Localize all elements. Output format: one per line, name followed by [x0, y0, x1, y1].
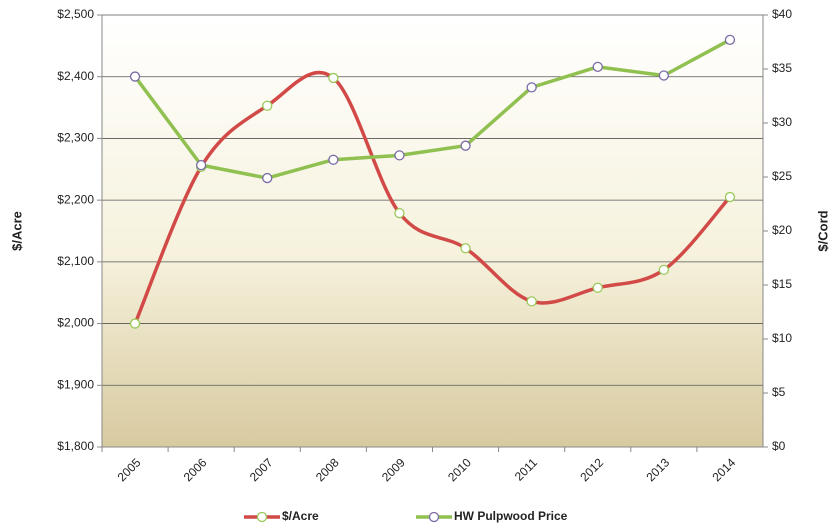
x-tick-label: 2014 — [710, 455, 739, 484]
point — [262, 100, 273, 111]
y2-tick-label: $5 — [772, 385, 786, 399]
y-tick-label: $2,500 — [57, 7, 94, 21]
point — [526, 82, 537, 93]
point — [195, 159, 207, 171]
x-tick-label: 2009 — [379, 455, 408, 484]
x-tick-label: 2011 — [512, 455, 540, 483]
point — [592, 61, 603, 72]
point — [724, 191, 736, 203]
y-tick-label: $2,000 — [57, 316, 94, 330]
x-tick-label: 2013 — [643, 455, 672, 484]
legend-marker — [428, 511, 440, 523]
y-tick-label: $2,300 — [57, 131, 94, 145]
x-tick-label: 2008 — [313, 455, 342, 484]
legend-label: HW Pulpwood Price — [454, 509, 568, 523]
y2-axis-title: $/Cord — [815, 210, 830, 251]
x-tick-label: 2006 — [181, 455, 210, 484]
y-axis-title: $/Acre — [9, 211, 24, 251]
point — [328, 72, 339, 84]
y-tick-label: $2,200 — [57, 192, 94, 206]
legend-marker — [256, 511, 268, 523]
y2-tick-label: $30 — [772, 115, 792, 129]
x-tick-label: 2007 — [247, 455, 276, 484]
x-tick-label: 2010 — [445, 455, 474, 484]
y2-tick-label: $0 — [772, 439, 786, 453]
point — [394, 150, 405, 161]
point — [724, 34, 736, 45]
point — [526, 296, 537, 307]
plot-area — [102, 15, 763, 447]
point — [658, 70, 669, 81]
point — [262, 172, 273, 184]
series-line — [133, 38, 731, 180]
y2-tick-label: $25 — [772, 169, 792, 183]
y-tick-label: $1,900 — [57, 377, 94, 391]
point — [394, 207, 405, 219]
y-tick-label: $2,100 — [57, 254, 94, 268]
y-tick-label: $1,800 — [57, 439, 94, 453]
legend-label: $/Acre — [282, 509, 319, 523]
point — [129, 318, 141, 329]
point — [460, 243, 471, 254]
y2-tick-label: $35 — [772, 61, 792, 75]
y-tick-label: $2,400 — [57, 69, 94, 83]
x-tick-label: 2005 — [115, 455, 144, 484]
point — [328, 154, 339, 165]
y2-tick-label: $20 — [772, 223, 792, 237]
y2-tick-label: $10 — [772, 331, 792, 345]
y2-tick-label: $15 — [772, 277, 792, 291]
point — [592, 282, 603, 293]
point — [658, 264, 669, 276]
x-tick-label: 2012 — [577, 455, 606, 484]
point — [129, 71, 141, 82]
point — [460, 140, 471, 151]
y2-tick-label: $40 — [772, 7, 792, 21]
